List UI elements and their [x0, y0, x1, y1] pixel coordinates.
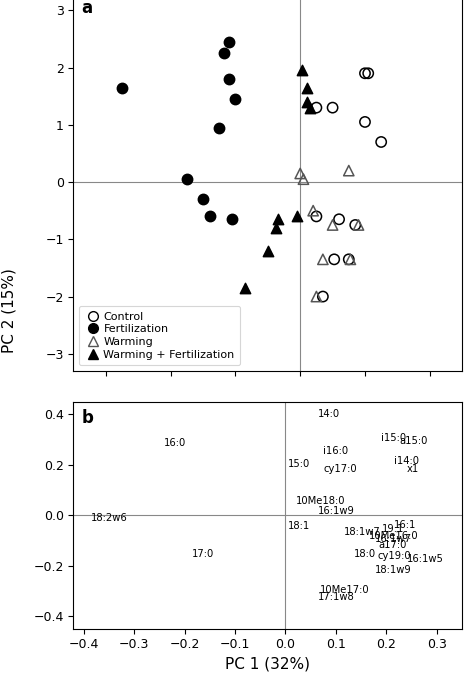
Point	[377, 137, 385, 148]
Text: i16:0: i16:0	[323, 446, 348, 456]
Text: 16:1w7: 16:1w7	[375, 534, 412, 544]
Point	[365, 68, 372, 79]
Point	[296, 168, 304, 179]
Point	[319, 254, 327, 264]
Text: 16:1w9: 16:1w9	[318, 506, 355, 516]
Point	[319, 291, 327, 302]
Text: 14:0: 14:0	[318, 409, 340, 420]
Text: 10Me16:0: 10Me16:0	[369, 531, 419, 541]
Point	[351, 219, 359, 230]
Point	[241, 282, 249, 293]
Text: 16:0: 16:0	[164, 438, 187, 449]
Point	[272, 223, 280, 234]
Point	[303, 96, 310, 107]
Text: a: a	[81, 0, 92, 16]
Text: 10Me18:0: 10Me18:0	[296, 495, 345, 506]
Point	[312, 211, 320, 222]
Text: PC 2 (15%): PC 2 (15%)	[2, 269, 17, 353]
Point	[335, 214, 343, 225]
Text: a17:0: a17:0	[379, 540, 407, 550]
Text: 17:0: 17:0	[192, 550, 214, 559]
Point	[303, 82, 310, 93]
Point	[232, 93, 239, 104]
Point	[310, 205, 317, 216]
Text: 19:1: 19:1	[382, 524, 404, 534]
Point	[199, 194, 207, 205]
Point	[345, 165, 353, 176]
Point	[306, 102, 314, 113]
X-axis label: PC 1 (32%): PC 1 (32%)	[225, 657, 310, 672]
Point	[183, 174, 191, 185]
Point	[225, 36, 233, 47]
Text: 10Me17:0: 10Me17:0	[320, 585, 369, 596]
Text: 15:0: 15:0	[288, 459, 310, 469]
Text: 18:1w9: 18:1w9	[375, 565, 412, 575]
Point	[228, 214, 236, 225]
Text: i15:0: i15:0	[382, 433, 407, 443]
Point	[220, 47, 228, 58]
Point	[118, 82, 126, 93]
Point	[345, 254, 353, 264]
Point	[206, 211, 213, 222]
Point	[225, 74, 233, 85]
Text: 17:1w8: 17:1w8	[318, 592, 355, 602]
Text: 18:1w7: 18:1w7	[344, 528, 380, 537]
Text: a15:0: a15:0	[399, 436, 428, 446]
Point	[273, 214, 281, 225]
Text: 16:1: 16:1	[394, 520, 416, 530]
Text: cy19:0: cy19:0	[377, 551, 411, 561]
Text: b: b	[81, 409, 93, 427]
Text: i14:0: i14:0	[394, 456, 419, 466]
Text: x1: x1	[407, 464, 419, 473]
Point	[329, 219, 337, 230]
Point	[298, 65, 306, 76]
Text: 16:1w5: 16:1w5	[407, 554, 444, 563]
Text: cy17:0: cy17:0	[323, 464, 357, 473]
Text: 18:1: 18:1	[288, 521, 310, 531]
Point	[215, 122, 223, 133]
Point	[293, 211, 301, 222]
Point	[361, 116, 369, 128]
Point	[329, 102, 337, 113]
Text: 18:0: 18:0	[354, 550, 376, 559]
Point	[330, 254, 338, 264]
Point	[300, 174, 307, 185]
Point	[264, 245, 272, 256]
Point	[312, 102, 320, 113]
Point	[346, 254, 354, 264]
Point	[361, 68, 369, 79]
Point	[312, 291, 320, 302]
Text: 18:2w6: 18:2w6	[91, 513, 128, 523]
Legend: Control, Fertilization, Warming, Warming + Fertilization: Control, Fertilization, Warming, Warming…	[79, 306, 240, 365]
Point	[355, 219, 362, 230]
